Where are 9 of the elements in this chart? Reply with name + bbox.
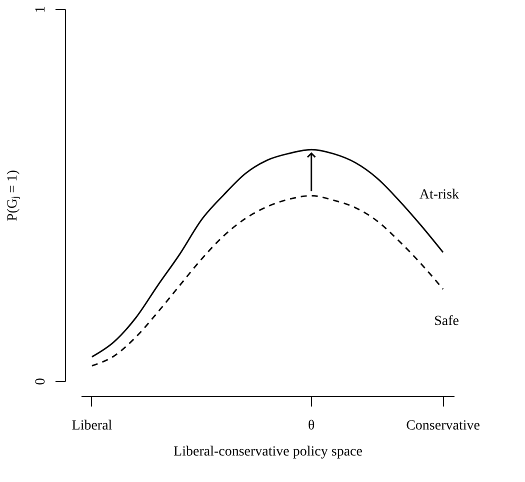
x-tick-label: θ — [308, 418, 316, 434]
x-tick-label: Liberal — [72, 418, 112, 434]
y-axis-title: P(Gⱼ = 1) — [6, 170, 20, 222]
y-tick-label: 0 — [34, 378, 48, 385]
series-label: Safe — [434, 314, 460, 330]
x-axis-title: Liberal-conservative policy space — [174, 444, 362, 460]
series-label: At-risk — [419, 187, 460, 202]
x-tick-label: Conservative — [406, 418, 480, 434]
y-tick-label: 1 — [34, 6, 48, 13]
